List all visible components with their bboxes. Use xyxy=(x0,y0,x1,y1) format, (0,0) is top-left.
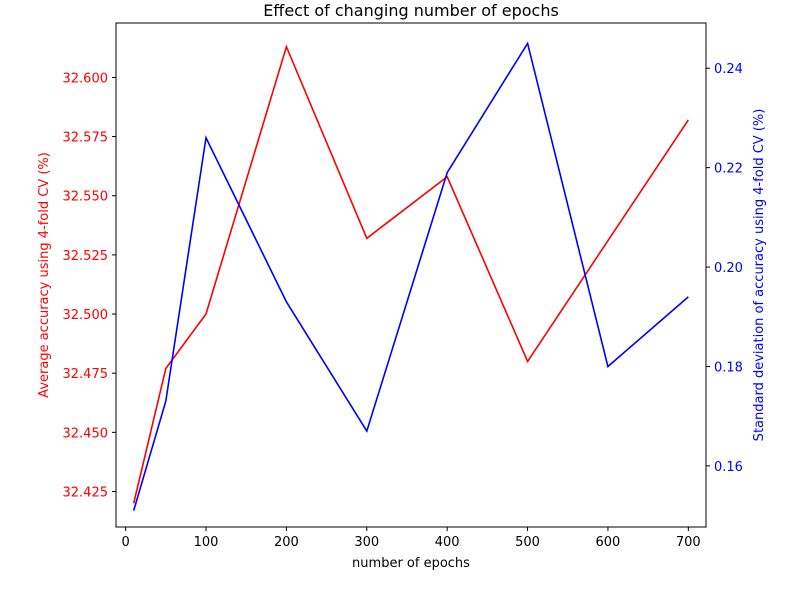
x-tick-label: 100 xyxy=(194,535,219,550)
x-axis-title: number of epochs xyxy=(352,556,470,571)
left-y-tick-label: 32.525 xyxy=(63,249,109,264)
right-y-axis-title: Standard deviation of accuracy using 4-f… xyxy=(752,109,767,442)
x-tick-label: 0 xyxy=(122,535,130,550)
right-y-tick-label: 0.18 xyxy=(714,360,743,375)
x-tick-label: 700 xyxy=(676,535,701,550)
right-y-tick-label: 0.22 xyxy=(714,162,743,177)
left-y-tick-label: 32.575 xyxy=(63,131,109,146)
left-y-tick-label: 32.475 xyxy=(63,367,109,382)
left-y-tick-label: 32.550 xyxy=(63,190,109,205)
plot-frame xyxy=(115,22,707,528)
average-accuracy-series-line xyxy=(132,44,689,504)
plot-area xyxy=(132,41,689,511)
left-y-axis: 32.425 32.450 32.475 32.500 32.525 32.550 32.5… xyxy=(63,71,116,501)
left-y-tick-label: 32.500 xyxy=(63,308,109,323)
x-tick-label: 200 xyxy=(274,535,299,550)
std-deviation-series-line xyxy=(132,41,689,511)
left-y-tick-label: 32.425 xyxy=(63,486,109,501)
right-y-axis: 0.16 0.18 0.20 0.22 0.24 xyxy=(706,62,743,475)
right-y-tick-label: 0.16 xyxy=(714,460,743,475)
left-y-tick-label: 32.450 xyxy=(63,426,109,441)
right-y-tick-label: 0.20 xyxy=(714,261,743,276)
x-axis: 0 100 200 300 400 500 600 700 xyxy=(122,527,701,550)
left-y-tick-label: 32.600 xyxy=(63,71,109,86)
left-y-axis-title: Average accuracy using 4-fold CV (%) xyxy=(37,152,52,398)
x-tick-label: 500 xyxy=(515,535,540,550)
x-tick-label: 400 xyxy=(435,535,460,550)
x-tick-label: 300 xyxy=(354,535,379,550)
right-y-tick-label: 0.24 xyxy=(714,62,743,77)
x-tick-label: 600 xyxy=(596,535,621,550)
chart-title: Effect of changing number of epochs xyxy=(263,1,559,20)
